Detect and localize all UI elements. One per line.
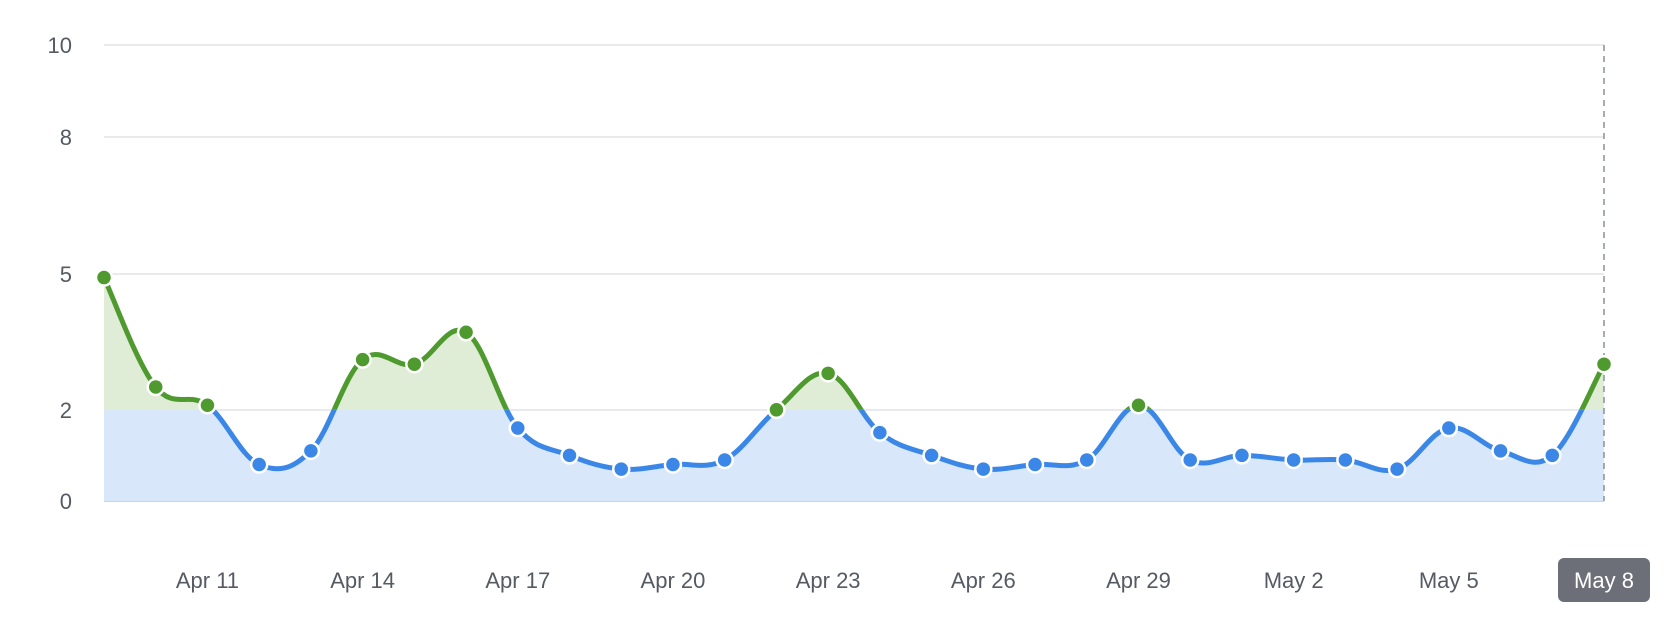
data-point — [1180, 450, 1200, 470]
data-point — [508, 418, 528, 438]
data-point — [1387, 459, 1407, 479]
data-point — [456, 323, 476, 342]
x-tick-label: Apr 17 — [485, 568, 550, 593]
x-tick-label: Apr 23 — [796, 568, 861, 593]
data-point — [94, 268, 114, 287]
data-point — [663, 455, 683, 474]
data-point — [146, 377, 165, 397]
data-point — [974, 459, 993, 479]
y-tick-label: 2 — [60, 398, 72, 423]
data-point — [870, 423, 890, 442]
x-tick-label: Apr 11 — [176, 568, 239, 593]
data-point — [1077, 450, 1097, 470]
data-point — [1129, 395, 1148, 415]
y-axis-ticks: 0 2 5 8 10 — [48, 33, 72, 514]
y-tick-label: 10 — [48, 33, 72, 58]
data-point — [715, 450, 734, 470]
data-point — [1284, 450, 1303, 470]
x-axis-ticks: Apr 11 Apr 14 Apr 17 Apr 20 Apr 23 Apr 26 Apr … — [176, 558, 1650, 602]
data-point — [1491, 441, 1510, 461]
data-point — [198, 395, 217, 415]
data-point — [611, 459, 631, 479]
area-below-threshold — [104, 409, 1604, 501]
area-layer — [104, 277, 1604, 501]
x-tick-label: May 2 — [1264, 568, 1324, 593]
data-point — [353, 350, 372, 369]
x-tick-label: Apr 29 — [1106, 568, 1171, 593]
data-point — [1336, 450, 1355, 470]
x-tick-label: Apr 20 — [641, 568, 706, 593]
x-tick-label-highlighted: May 8 — [1574, 568, 1634, 593]
data-point — [767, 400, 786, 420]
x-tick-label: Apr 14 — [330, 568, 395, 593]
data-point — [1439, 418, 1459, 438]
data-point — [249, 455, 269, 474]
data-point — [301, 441, 321, 461]
data-point — [560, 446, 579, 465]
data-point — [1232, 446, 1252, 465]
data-point — [818, 364, 838, 383]
y-tick-label: 8 — [60, 125, 72, 150]
data-point — [1543, 446, 1562, 465]
area-above-threshold — [104, 277, 1604, 410]
data-point — [922, 446, 941, 465]
highlighted-date-badge — [1558, 558, 1650, 602]
x-tick-label: Apr 26 — [951, 568, 1016, 593]
point-layer — [94, 268, 1614, 479]
y-tick-label: 5 — [60, 262, 72, 287]
y-tick-label: 0 — [60, 489, 72, 514]
data-point — [1594, 354, 1614, 374]
data-point — [1025, 455, 1045, 474]
data-point — [405, 354, 424, 374]
x-tick-label: May 5 — [1419, 568, 1479, 593]
